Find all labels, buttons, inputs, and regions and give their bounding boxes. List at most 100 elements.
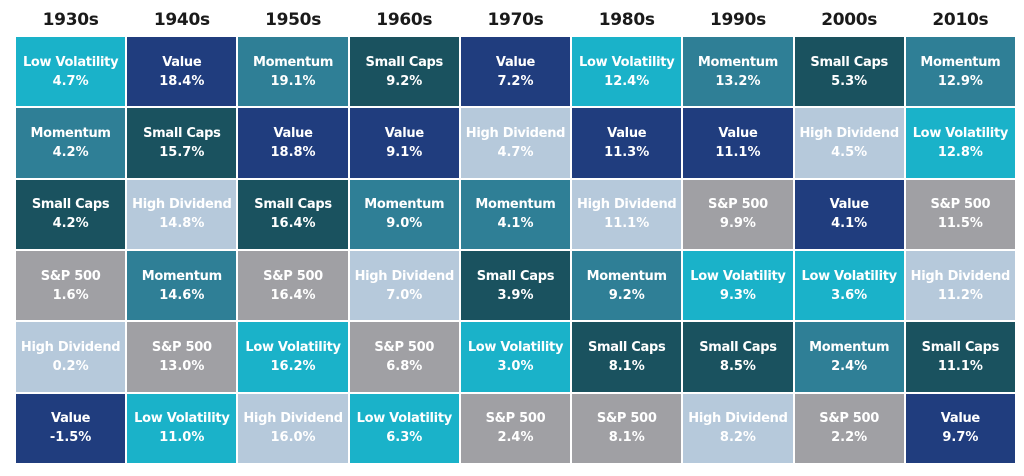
cell-return-value: 9.0% [386,216,423,232]
quilt-cell: Small Caps 15.7% [127,108,237,178]
quilt-cell: Low Volatility 9.3% [683,251,793,321]
quilt-cell: S&P 500 2.4% [460,393,571,463]
quilt-cell: Small Caps 8.5% [683,322,793,392]
quilt-cell: Small Caps 4.2% [16,179,126,249]
cell-factor-label: Momentum [809,339,890,355]
cell-return-value: 8.5% [719,358,756,374]
cell-factor-label: S&P 500 [374,339,435,355]
cell-factor-label: S&P 500 [708,197,768,213]
quilt-cell: High Dividend 7.0% [349,251,459,321]
cell-return-value: 3.0% [497,358,534,374]
quilt-cell: S&P 500 1.6% [16,251,126,321]
cell-factor-label: Value [162,54,202,70]
quilt-cell: Momentum 13.2% [683,37,793,107]
cell-return-value: 16.4% [270,216,316,232]
cell-return-value: 7.2% [497,73,534,89]
cell-factor-label: Low Volatility [690,268,786,284]
cell-return-value: 19.1% [270,73,316,89]
decade-header: 1960s [376,10,433,30]
decade-header: 1980s [598,10,655,30]
cell-return-value: 9.2% [608,287,645,303]
cell-factor-label: High Dividend [354,268,455,284]
quilt-cell: Momentum 9.2% [572,251,682,321]
cell-factor-label: Momentum [364,197,445,213]
quilt-cell: Momentum 19.1% [238,37,348,107]
cell-factor-label: High Dividend [243,411,343,427]
quilt-cell: Small Caps 16.4% [238,179,348,249]
cell-return-value: 13.2% [715,73,761,89]
cell-return-value: 9.2% [386,73,423,89]
quilt-cell: Momentum 9.0% [349,179,459,249]
quilt-cell: Small Caps 8.1% [572,322,682,392]
cell-return-value: -1.5% [49,430,92,446]
quilt-cell: Small Caps 3.9% [460,251,571,321]
cell-return-value: 4.7% [52,73,89,89]
cell-return-value: 4.2% [52,144,89,160]
cell-return-value: 6.3% [386,430,423,446]
cell-factor-label: S&P 500 [40,268,101,284]
quilt-cell: S&P 500 9.9% [683,179,793,249]
cell-return-value: 12.9% [937,73,983,89]
cell-return-value: 9.7% [942,430,979,446]
cell-return-value: 8.1% [608,358,645,374]
cell-return-value: 12.8% [937,144,983,160]
quilt-cell: Value -1.5% [16,393,126,463]
cell-factor-label: Small Caps [476,268,555,284]
cell-return-value: 7.0% [386,287,423,303]
quilt-cell: Momentum 4.1% [460,179,571,249]
quilt-cell: Momentum 12.9% [905,37,1015,107]
cell-return-value: 2.2% [831,430,868,446]
cell-factor-label: Small Caps [810,54,888,70]
cell-factor-label: Low Volatility [579,54,675,70]
cell-factor-label: Momentum [920,54,1001,70]
quilt-cell: S&P 500 2.2% [794,393,904,463]
cell-return-value: 5.3% [831,73,868,89]
cell-factor-label: Small Caps [31,197,110,213]
cell-factor-label: Momentum [252,54,334,70]
decade-header: 1930s [42,10,99,30]
quilt-cell: Low Volatility 4.7% [16,37,126,107]
cell-factor-label: High Dividend [132,197,232,213]
quilt-cell: Small Caps 5.3% [794,37,904,107]
cell-return-value: 11.0% [159,430,205,446]
cell-return-value: 8.2% [719,430,756,446]
cell-factor-label: Value [940,411,980,427]
cell-factor-label: S&P 500 [485,411,546,427]
cell-return-value: 11.1% [604,216,650,232]
decade-header: 2000s [821,10,878,30]
cell-return-value: 11.1% [715,144,761,160]
cell-return-value: 4.1% [497,216,534,232]
quilt-cell: S&P 500 16.4% [238,251,348,321]
cell-factor-label: Value [495,54,536,70]
cell-return-value: 4.1% [831,216,868,232]
quilt-cell: High Dividend 16.0% [238,393,348,463]
cell-factor-label: Low Volatility [467,339,564,355]
cell-factor-label: Momentum [697,54,778,70]
cell-factor-label: High Dividend [20,339,121,355]
cell-factor-label: Value [273,125,313,141]
cell-factor-label: High Dividend [910,268,1011,284]
quilt-cell: High Dividend 4.5% [794,108,904,178]
quilt-cell: Low Volatility 11.0% [127,393,237,463]
cell-return-value: 11.3% [604,144,650,160]
cell-return-value: 16.2% [270,358,316,374]
cell-return-value: 11.1% [937,358,983,374]
quilt-cell: Low Volatility 12.8% [905,108,1015,178]
cell-factor-label: S&P 500 [819,411,880,427]
cell-return-value: 4.5% [831,144,868,160]
cell-factor-label: S&P 500 [596,411,657,427]
quilt-cell: Low Volatility 3.0% [460,322,571,392]
cell-factor-label: Small Caps [254,197,332,213]
quilt-cell: Low Volatility 12.4% [572,37,682,107]
cell-factor-label: Low Volatility [22,54,119,70]
quilt-cell: Momentum 4.2% [16,108,126,178]
decade-header: 2010s [932,10,989,30]
cell-return-value: 9.3% [719,287,756,303]
cell-factor-label: Value [51,411,91,427]
cell-return-value: 15.7% [159,144,205,160]
quilt-cell: Low Volatility 6.3% [349,393,459,463]
decade-header: 1990s [709,10,766,30]
quilt-cell: S&P 500 8.1% [572,393,682,463]
quilt-cell: Low Volatility 16.2% [238,322,348,392]
